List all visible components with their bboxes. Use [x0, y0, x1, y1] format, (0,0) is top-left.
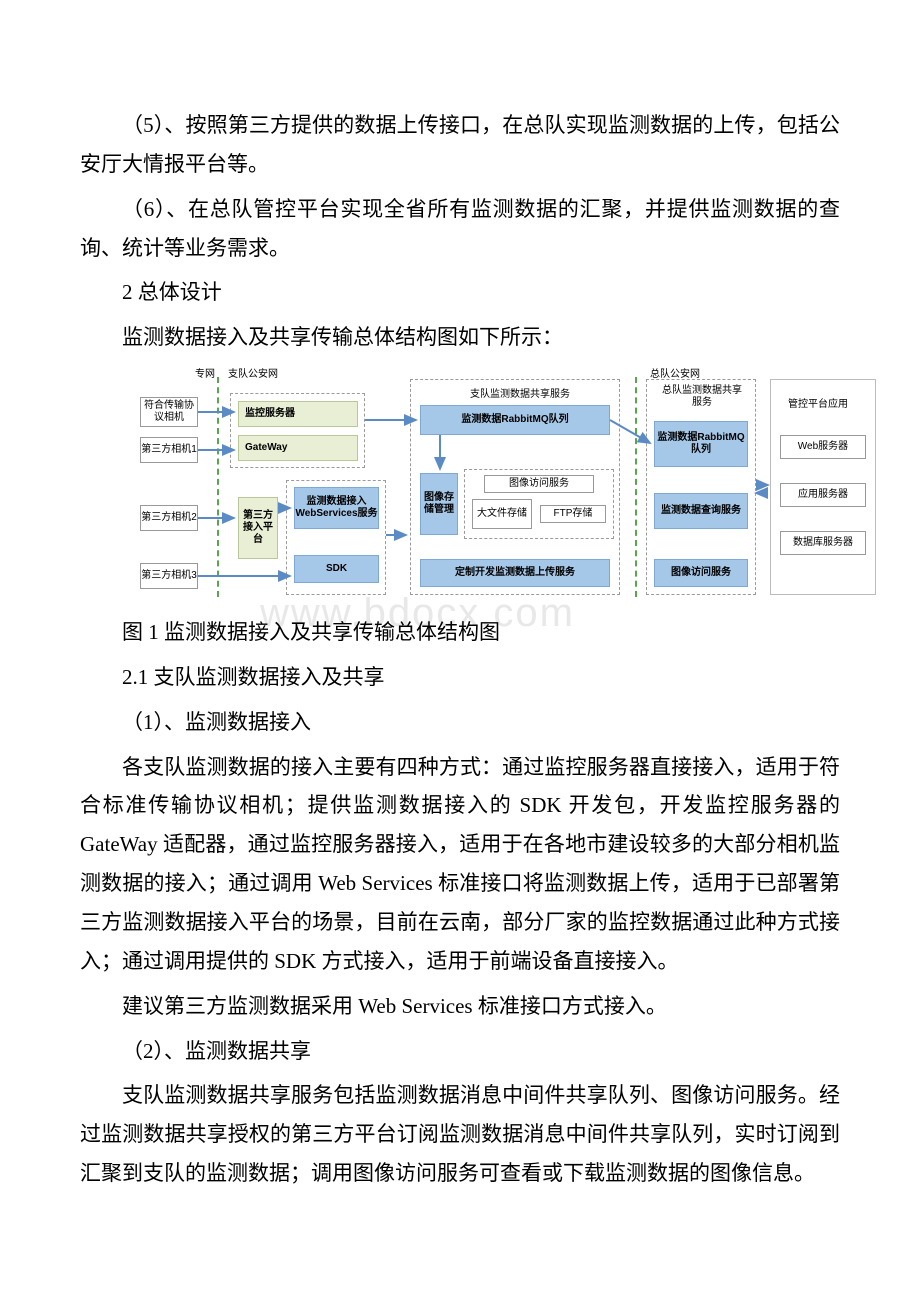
box-camera-protocol: 符合传输协议相机 — [140, 397, 198, 427]
box-web-server: Web服务器 — [780, 435, 866, 459]
figure-caption: 图 1 监测数据接入及共享传输总体结构图 — [80, 613, 840, 652]
box-image-store-mgmt: 图像存储管理 — [420, 473, 458, 535]
box-db-server: 数据库服务器 — [780, 531, 866, 555]
box-hq-image-access: 图像访问服务 — [654, 559, 748, 587]
box-third-party-platform: 第三方接入平台 — [238, 497, 278, 559]
box-gateway: GateWay — [238, 435, 358, 461]
label-hq-share-title: 总队监测数据共享服务 — [662, 385, 742, 409]
paragraph-6: （6）、在总队管控平台实现全省所有监测数据的汇聚，并提供监测数据的查询、统计等业… — [80, 190, 840, 268]
box-hq-query: 监测数据查询服务 — [654, 493, 748, 529]
box-bigfile-store: 大文件存储 — [472, 499, 532, 529]
box-camera3: 第三方相机3 — [140, 563, 198, 589]
architecture-diagram: 专网 支队公安网 总队公安网 符合传输协议相机 第三方相机1 第三方相机2 第三… — [140, 365, 840, 605]
zone-label-private: 专网 — [195, 365, 215, 380]
box-app-server: 应用服务器 — [780, 483, 866, 507]
heading-2-1: 2.1 支队监测数据接入及共享 — [80, 658, 840, 697]
diagram-intro: 监测数据接入及共享传输总体结构图如下所示： — [80, 318, 840, 357]
zone-label-branch: 支队公安网 — [228, 365, 278, 380]
label-app-title: 管控平台应用 — [788, 395, 848, 410]
separator-branch-hq — [635, 377, 637, 597]
body-1b: 建议第三方监测数据采用 Web Services 标准接口方式接入。 — [80, 987, 840, 1026]
box-ftp-store: FTP存储 — [540, 505, 606, 523]
box-camera2: 第三方相机2 — [140, 505, 198, 531]
box-hq-queue: 监测数据RabbitMQ队列 — [654, 421, 748, 467]
box-image-access: 图像访问服务 — [484, 475, 594, 493]
box-monitor-server: 监控服务器 — [238, 401, 358, 427]
box-camera1: 第三方相机1 — [140, 437, 198, 463]
box-ws-service: 监测数据接入WebServices服务 — [294, 487, 379, 529]
zone-label-hq: 总队公安网 — [650, 365, 700, 380]
body-2: 支队监测数据共享服务包括监测数据消息中间件共享队列、图像访问服务。经过监测数据共… — [80, 1076, 840, 1193]
paragraph-5: （5）、按照第三方提供的数据上传接口，在总队实现监测数据的上传，包括公安厅大情报… — [80, 106, 840, 184]
box-branch-queue: 监测数据RabbitMQ队列 — [420, 405, 610, 435]
subheading-1: （1）、监测数据接入 — [80, 703, 840, 742]
box-sdk: SDK — [294, 555, 379, 583]
heading-2: 2 总体设计 — [80, 273, 840, 312]
subheading-2: （2）、监测数据共享 — [80, 1032, 840, 1071]
separator-private-branch — [217, 377, 219, 597]
label-branch-share-title: 支队监测数据共享服务 — [470, 385, 570, 400]
box-custom-upload: 定制开发监测数据上传服务 — [420, 559, 610, 587]
body-1: 各支队监测数据的接入主要有四种方式：通过监控服务器直接接入，适用于符合标准传输协… — [80, 748, 840, 981]
